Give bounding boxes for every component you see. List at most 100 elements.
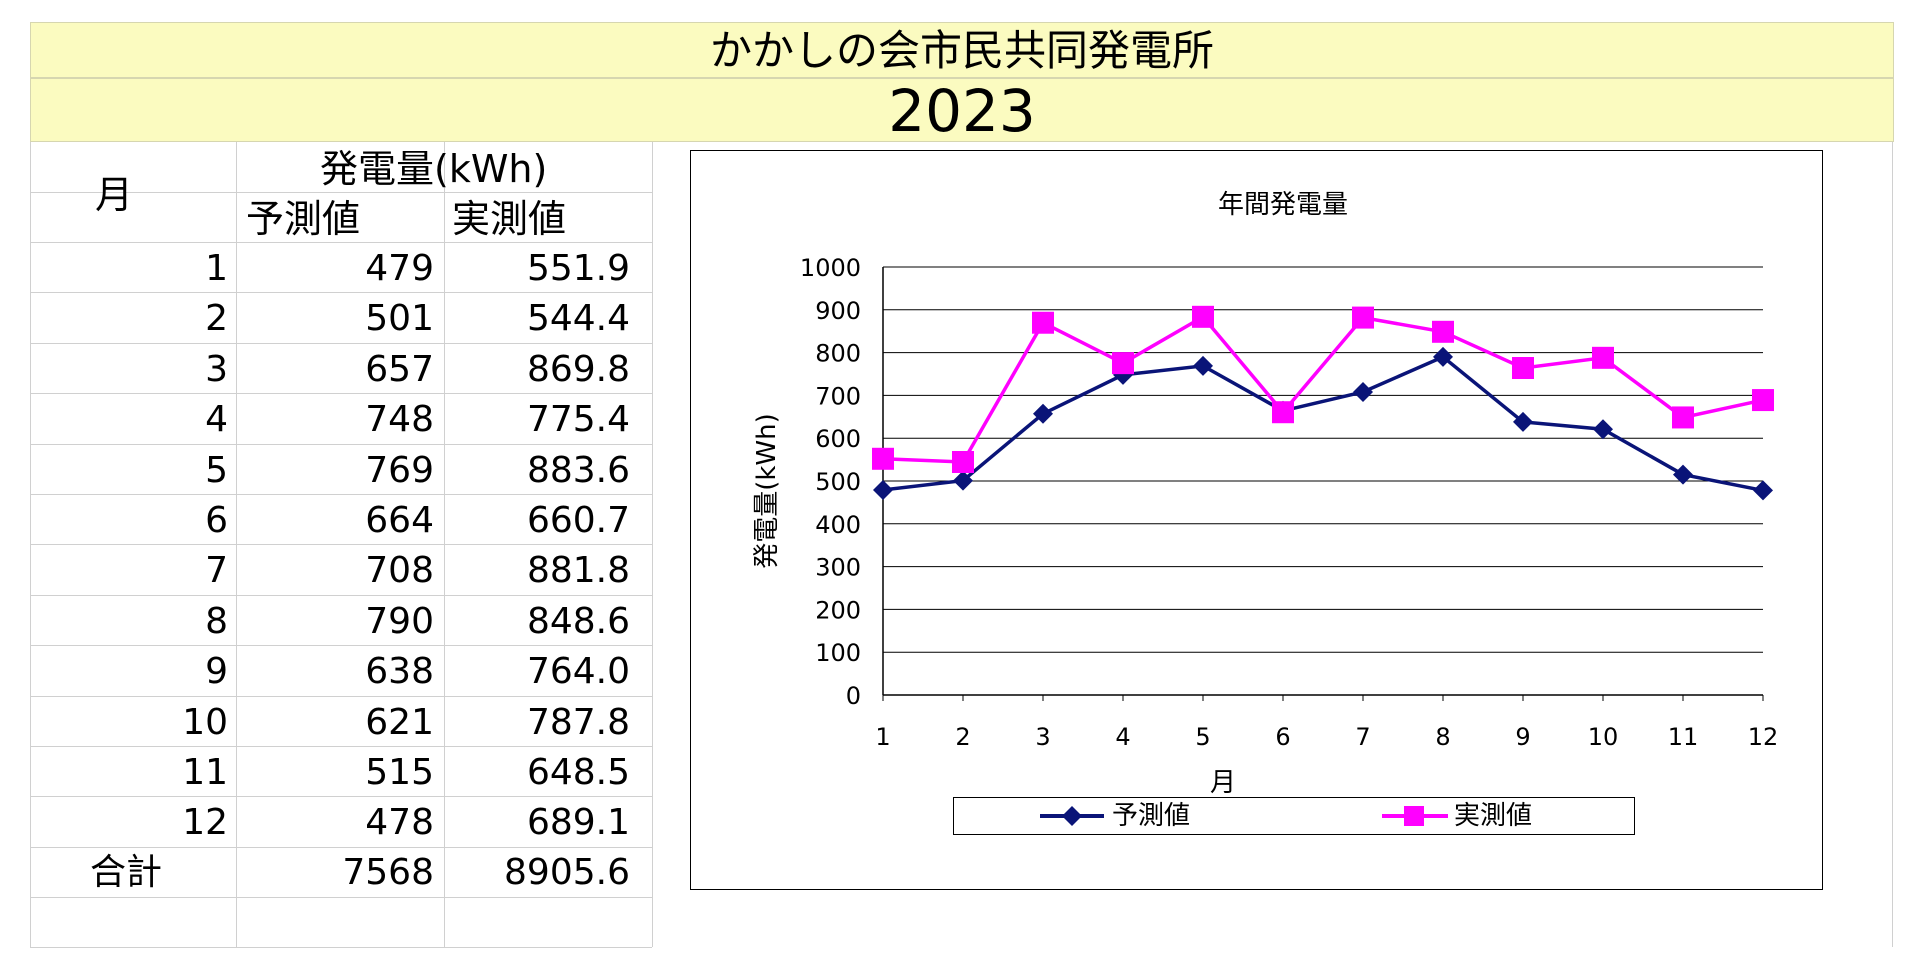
actual-cell: 881.8 [526,550,630,592]
grid-hline [30,746,652,747]
x-tick-label: 7 [1355,723,1370,751]
sheet-title: かかしの会市民共同発電所 [30,22,1894,78]
data-point-forecast [1673,464,1693,485]
x-tick-label: 2 [955,723,970,751]
forecast-cell: 657 [365,348,434,390]
month-cell: 7 [205,550,228,592]
data-point-actual [1592,346,1614,369]
month-header: 月 [95,173,134,217]
grid-hline [30,342,652,344]
series-line-actual [882,314,1764,464]
month-cell: 9 [205,651,228,693]
grid-hline [30,544,652,546]
grid-hline [30,242,652,243]
y-tick-label: 1000 [800,254,861,282]
data-point-actual [1752,389,1774,412]
grid-hline [30,897,652,899]
grid-hline [30,645,652,647]
forecast-header: 予測値 [246,197,361,241]
data-point-actual [1112,352,1134,375]
legend-actual-label: 実測値 [1454,801,1533,831]
month-cell: 12 [182,802,228,844]
generation-header: 発電量(kWh) [320,147,548,191]
data-point-forecast [1433,346,1453,367]
grid-hline [30,443,652,445]
data-point-forecast [1593,419,1613,440]
month-cell: 4 [205,399,228,441]
data-point-actual [952,450,974,473]
actual-cell: 689.1 [526,802,630,844]
y-tick-label: 900 [815,297,861,325]
month-cell: 11 [182,752,228,793]
y-axis-label: 発電量(kWh) [752,413,782,569]
forecast-cell: 478 [365,802,434,844]
month-cell: 10 [182,701,228,743]
y-tick-label: 200 [815,596,861,624]
legend-markers [1040,806,1448,826]
data-point-actual [1672,406,1694,429]
grid-hline [30,594,652,596]
data-point-forecast [1753,480,1773,501]
forecast-cell: 748 [365,399,434,441]
actual-cell: 660.7 [526,500,630,541]
actual-cell: 764.0 [526,651,630,693]
month-cell: 3 [205,348,228,390]
forecast-cell: 479 [365,248,434,289]
x-tick-label: 5 [1195,723,1210,751]
y-tick-label: 300 [815,554,861,582]
x-axis-label: 月 [1210,768,1236,798]
grid-hline [30,192,652,193]
actual-cell: 869.8 [526,348,630,390]
x-tick-label: 8 [1435,723,1450,751]
x-tick-label: 3 [1035,723,1050,751]
y-tick-label: 700 [815,382,861,410]
month-cell: 2 [205,298,228,340]
grid-hline [30,292,652,294]
grid-hline [30,846,652,848]
grid-hline [30,947,652,948]
x-tick-label: 11 [1668,723,1699,751]
grid-hline [30,393,652,395]
chart-legend: 予測値 実測値 [953,797,1635,835]
data-point-forecast [1033,403,1053,424]
data-point-forecast [1353,381,1373,402]
y-tick-label: 100 [815,639,861,667]
forecast-cell: 515 [365,752,434,793]
data-point-actual [1192,305,1214,328]
actual-cell: 551.9 [526,248,630,289]
month-cell: 8 [205,600,228,642]
total-actual: 8905.6 [504,852,630,893]
actual-cell: 775.4 [526,399,630,441]
y-tick-label: 800 [815,340,861,368]
forecast-cell: 790 [365,600,434,642]
y-tick-label: 0 [846,682,861,710]
forecast-cell: 664 [365,500,434,541]
data-point-actual [1032,311,1054,334]
x-tick-label: 6 [1275,723,1290,751]
x-tick-label: 9 [1515,723,1530,751]
x-tick-label: 4 [1115,723,1130,751]
data-point-forecast [1513,411,1533,432]
grid-vline [1892,142,1893,947]
y-tick-label: 400 [815,511,861,539]
month-cell: 5 [205,449,228,491]
y-tick-label: 500 [815,468,861,496]
forecast-cell: 621 [365,701,434,743]
forecast-cell: 501 [365,298,434,340]
actual-header: 実測値 [452,197,567,241]
data-point-actual [1432,320,1454,343]
grid-hline [30,695,652,697]
grid-hline [30,494,652,495]
forecast-cell: 769 [365,449,434,491]
year-title: 2023 [30,78,1894,143]
data-point-actual [1352,306,1374,329]
grid-vline [652,142,653,947]
series-line-forecast [882,354,1764,493]
data-point-actual [1272,401,1294,424]
y-tick-label: 600 [815,425,861,453]
legend-forecast-marker [1062,806,1082,826]
data-point-forecast [873,479,893,500]
grid-hline [30,796,652,798]
forecast-cell: 638 [365,651,434,693]
